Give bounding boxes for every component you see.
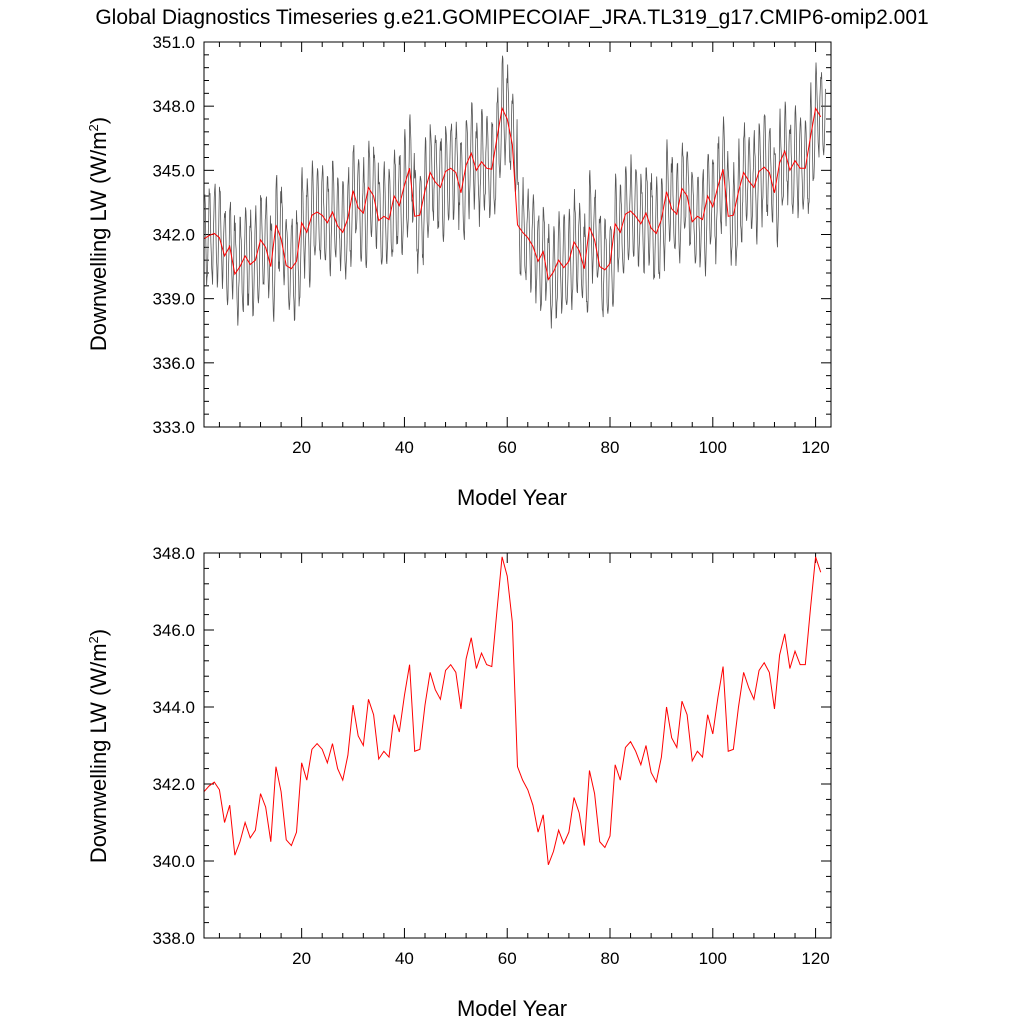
monthly-line-path (203, 55, 826, 329)
top-panel-y-axis-label-end: ) (86, 117, 111, 124)
monthly-series-line (203, 55, 826, 329)
top-panel-plot-frame (203, 41, 832, 428)
x-tick-label: 120 (801, 438, 829, 457)
top-panel-x-tick-labels: 20 40 60 80 100 120 (292, 438, 830, 457)
figure-title: Global Diagnostics Timeseries g.e21.GOMI… (95, 6, 928, 29)
x-tick-label: 60 (498, 949, 517, 968)
y-tick-label: 345.0 (152, 161, 195, 180)
y-tick-label: 346.0 (152, 621, 195, 640)
x-tick-label: 80 (601, 949, 620, 968)
bottom-panel-y-axis-label-superscript: 2 (86, 636, 101, 643)
bottom-panel-y-axis-label: Downwelling LW (W/m2) (86, 629, 111, 863)
y-tick-label: 351.0 (152, 33, 195, 52)
x-tick-label: 40 (395, 438, 414, 457)
annual-mean-line-path (203, 556, 822, 866)
top-panel-y-axis-label-main: Downwelling LW (W/m (86, 131, 111, 351)
bottom-panel-y-axis-label-main: Downwelling LW (W/m (86, 643, 111, 863)
bottom-panel-y-tick-labels: 338.0 340.0 342.0 344.0 346.0 348.0 (152, 544, 195, 948)
y-tick-label: 342.0 (152, 226, 195, 245)
x-tick-label: 20 (292, 438, 311, 457)
top-panel-y-axis-label: Downwelling LW (W/m2) (86, 117, 111, 351)
y-tick-label: 333.0 (152, 418, 195, 437)
annual-mean-line-path (203, 106, 822, 281)
y-tick-label: 348.0 (152, 544, 195, 563)
top-panel-y-tick-labels: 333.0 336.0 339.0 342.0 345.0 348.0 351.0 (152, 33, 195, 437)
x-tick-label: 20 (292, 949, 311, 968)
y-tick-label: 339.0 (152, 290, 195, 309)
bottom-panel-y-axis-label-end: ) (86, 629, 111, 636)
x-tick-label: 100 (699, 949, 727, 968)
bottom-annual-mean-series-line (203, 556, 822, 866)
bottom-panel-x-tick-labels: 20 40 60 80 100 120 (292, 949, 830, 968)
y-tick-label: 342.0 (152, 775, 195, 794)
bottom-panel: 20 40 60 80 100 120 338.0 340.0 342.0 344.0 346.0… (86, 544, 832, 1021)
bottom-panel-x-axis-label: Model Year (457, 996, 567, 1021)
x-tick-label: 120 (801, 949, 829, 968)
y-tick-label: 348.0 (152, 97, 195, 116)
top-panel-y-axis-label-superscript: 2 (86, 124, 101, 131)
bottom-panel-ticks (204, 552, 831, 939)
top-panel: 20 40 60 80 100 120 333.0 336.0 339.0 342.0 345.0… (86, 33, 832, 510)
bottom-panel-plot-frame (203, 552, 832, 939)
y-tick-label: 336.0 (152, 354, 195, 373)
top-panel-x-axis-label: Model Year (457, 485, 567, 510)
y-tick-label: 344.0 (152, 698, 195, 717)
annual-mean-series-line (203, 106, 822, 281)
x-tick-label: 100 (699, 438, 727, 457)
x-tick-label: 80 (601, 438, 620, 457)
y-tick-label: 338.0 (152, 929, 195, 948)
x-tick-label: 60 (498, 438, 517, 457)
x-tick-label: 40 (395, 949, 414, 968)
y-tick-label: 340.0 (152, 852, 195, 871)
